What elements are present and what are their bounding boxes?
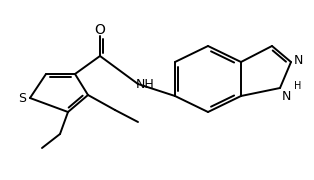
Text: O: O	[95, 23, 106, 37]
Text: N: N	[281, 89, 291, 102]
Text: H: H	[294, 81, 302, 91]
Text: NH: NH	[136, 78, 154, 91]
Text: S: S	[18, 91, 26, 105]
Text: N: N	[293, 53, 303, 66]
